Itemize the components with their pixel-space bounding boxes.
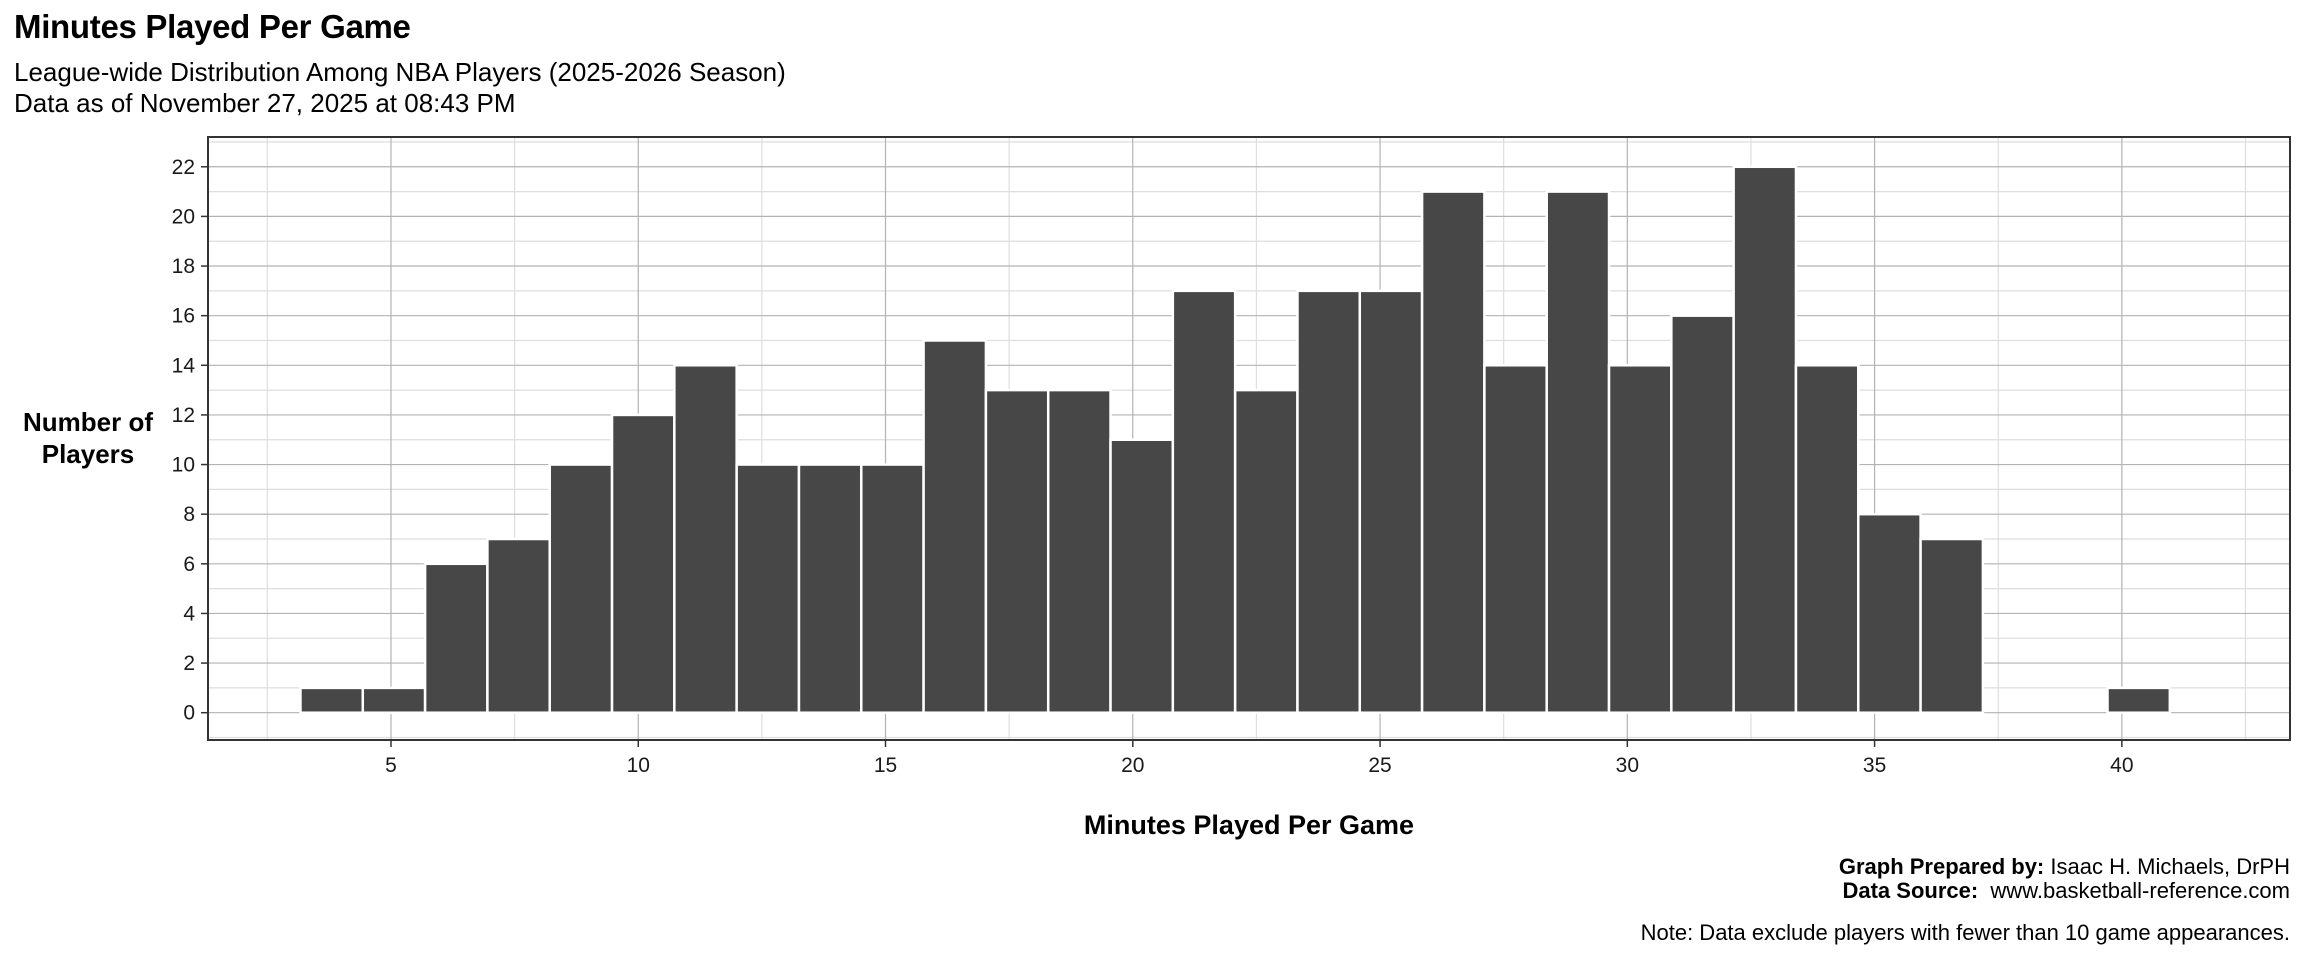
x-tick-label: 40 bbox=[2110, 754, 2133, 777]
histogram-bar bbox=[673, 364, 738, 714]
prepared-by: Graph Prepared by: Isaac H. Michaels, Dr… bbox=[1839, 855, 2290, 879]
histogram-bar bbox=[1919, 537, 1985, 714]
histogram-bar bbox=[1857, 512, 1922, 714]
histogram-bar bbox=[548, 463, 614, 714]
histogram-bar bbox=[1420, 190, 1486, 714]
data-source: Data Source: www.basketball-reference.co… bbox=[1839, 879, 2290, 903]
histogram-bar bbox=[922, 339, 988, 714]
credits: Graph Prepared by: Isaac H. Michaels, Dr… bbox=[1839, 855, 2290, 903]
histogram-bar bbox=[1545, 190, 1611, 714]
y-tick-label: 18 bbox=[172, 255, 195, 278]
x-tick-label: 25 bbox=[1368, 754, 1391, 777]
y-tick-label: 12 bbox=[172, 404, 195, 427]
histogram-bar bbox=[610, 413, 676, 714]
prepared-by-value: Isaac H. Michaels, DrPH bbox=[2050, 854, 2290, 879]
histogram-bar bbox=[1109, 438, 1175, 714]
histogram-bar bbox=[1794, 364, 1860, 714]
histogram-bar bbox=[1483, 364, 1548, 714]
histogram-bar bbox=[2106, 686, 2172, 714]
x-tick-label: 35 bbox=[1863, 754, 1886, 777]
y-tick-label: 4 bbox=[183, 602, 195, 625]
histogram-bar bbox=[486, 537, 551, 714]
y-axis-ticks: 0 2 4 6 8 10 12 14 16 18 20 22 bbox=[172, 156, 208, 725]
histogram-bar bbox=[1296, 289, 1362, 714]
x-axis-label: Minutes Played Per Game bbox=[1083, 810, 1415, 840]
y-tick-label: 20 bbox=[172, 205, 195, 228]
y-tick-label: 6 bbox=[183, 553, 195, 576]
data-source-label: Data Source: bbox=[1842, 878, 1979, 903]
histogram-bar bbox=[299, 686, 365, 714]
x-tick-label: 15 bbox=[874, 754, 897, 777]
x-tick-label: 10 bbox=[627, 754, 650, 777]
x-axis-ticks: 5 10 15 20 25 30 35 40 bbox=[385, 740, 2134, 777]
histogram-bar bbox=[1171, 289, 1237, 714]
y-tick-label: 14 bbox=[172, 354, 196, 377]
histogram-bar bbox=[1358, 289, 1424, 714]
histogram-bar bbox=[423, 562, 489, 714]
y-axis-label: Number of Players bbox=[8, 406, 168, 470]
x-tick-label: 20 bbox=[1121, 754, 1144, 777]
plot-panel-border bbox=[207, 136, 2291, 741]
footnote: Note: Data exclude players with fewer th… bbox=[1640, 920, 2290, 945]
histogram-bar bbox=[1732, 165, 1798, 714]
histogram-bar bbox=[860, 463, 925, 714]
histogram-bar bbox=[1233, 388, 1299, 714]
y-tick-label: 0 bbox=[183, 702, 195, 725]
y-tick-label: 16 bbox=[172, 305, 195, 328]
chart-title: Minutes Played Per Game bbox=[14, 8, 411, 45]
histogram-bar bbox=[797, 463, 863, 714]
prepared-by-label: Graph Prepared by: bbox=[1838, 854, 2045, 879]
y-tick-label: 8 bbox=[183, 503, 195, 526]
x-tick-label: 5 bbox=[385, 754, 397, 777]
x-tick-label: 30 bbox=[1616, 754, 1639, 777]
y-axis-label-line-1: Number of bbox=[23, 407, 153, 437]
histogram-bar bbox=[361, 686, 427, 714]
histogram-bar bbox=[1046, 388, 1112, 714]
histogram-bar bbox=[1607, 364, 1673, 714]
histogram-bar bbox=[984, 388, 1050, 714]
subtitle-line-2: Data as of November 27, 2025 at 08:43 PM bbox=[14, 88, 516, 118]
y-axis-label-line-2: Players bbox=[41, 439, 135, 469]
y-tick-label: 2 bbox=[183, 652, 195, 675]
histogram-bar bbox=[1670, 314, 1735, 714]
chart-subtitle: League-wide Distribution Among NBA Playe… bbox=[14, 57, 786, 119]
histogram-bars bbox=[299, 165, 2172, 714]
data-source-value: www.basketball-reference.com bbox=[1990, 878, 2290, 903]
histogram-bar bbox=[735, 463, 801, 714]
subtitle-line-1: League-wide Distribution Among NBA Playe… bbox=[14, 57, 786, 87]
y-tick-label: 22 bbox=[172, 156, 195, 179]
y-tick-label: 10 bbox=[172, 454, 195, 477]
